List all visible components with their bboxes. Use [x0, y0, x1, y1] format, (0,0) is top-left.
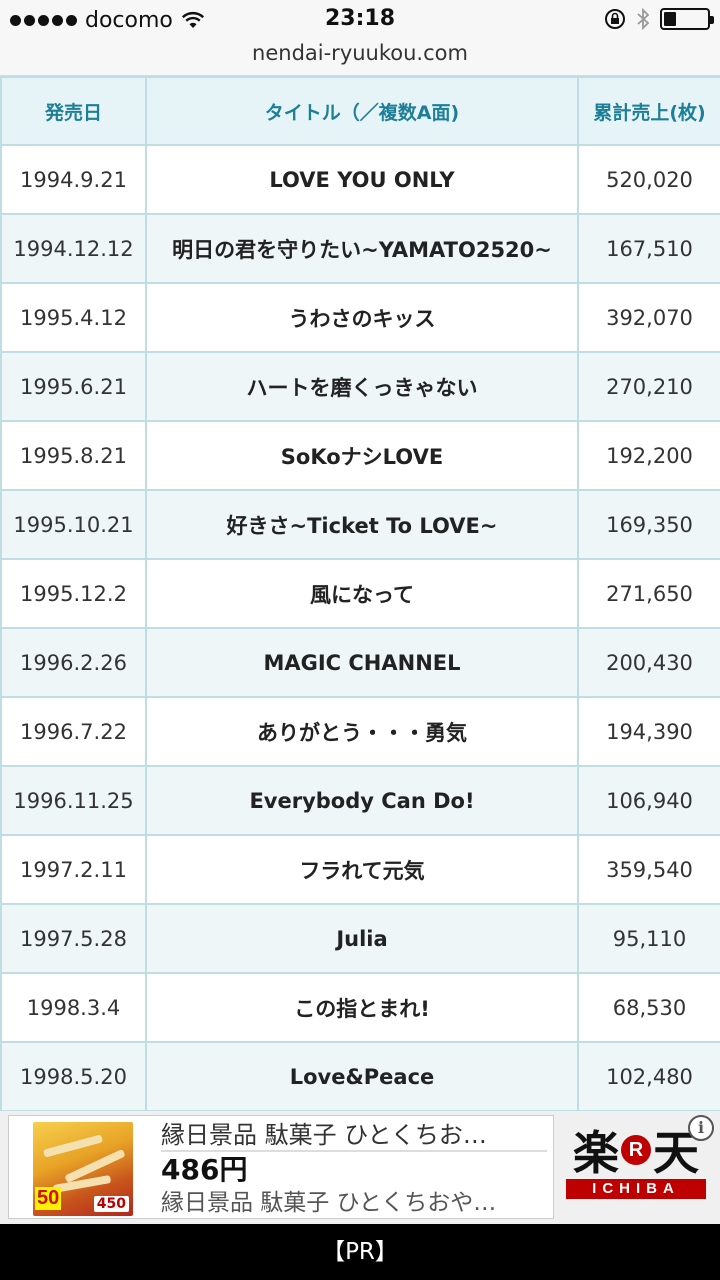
ad-price[interactable]: 486円 — [161, 1153, 248, 1186]
battery-icon — [660, 8, 714, 30]
bluetooth-icon — [637, 8, 650, 30]
cell-title: ハートを磨くっきゃない — [145, 351, 579, 422]
rakuten-logo[interactable]: 楽 R 天 ICHIBA — [566, 1121, 706, 1215]
cell-sales: 68,530 — [577, 972, 720, 1043]
rakuten-logo-char-1: 楽 — [573, 1126, 619, 1180]
cell-title: 明日の君を守りたい~YAMATO2520~ — [145, 213, 579, 284]
cell-sales: 102,480 — [577, 1041, 720, 1111]
table-row: 1995.12.2 風になって 271,650 — [0, 558, 720, 629]
carrier-name: docomo — [85, 7, 173, 33]
cell-sales: 192,200 — [577, 420, 720, 491]
snack-stick — [52, 1175, 112, 1193]
table-row: 1995.8.21 SoKoナシLOVE 192,200 — [0, 420, 720, 491]
cell-title: LOVE YOU ONLY — [145, 144, 579, 215]
ad-banner[interactable]: 50 450 縁日景品 駄菓子 ひとくちお… 486円 縁日景品 駄菓子 ひとく… — [0, 1111, 720, 1224]
header-release-date: 発売日 — [0, 76, 147, 146]
clock: 23:18 — [324, 6, 396, 31]
cell-sales: 194,390 — [577, 696, 720, 767]
table-body: 1994.9.21 LOVE YOU ONLY 520,020 1994.12.12 明… — [0, 144, 720, 1111]
cell-title: Julia — [145, 903, 579, 974]
ad-text[interactable]: 縁日景品 駄菓子 ひとくちお… 486円 縁日景品 駄菓子 ひとくちおや… — [161, 1118, 547, 1218]
cell-title: うわさのキッス — [145, 282, 579, 353]
header-title: タイトル（／複数A面) — [145, 76, 579, 146]
ad-image-price: 450 — [93, 1196, 129, 1212]
table-row: 1994.9.21 LOVE YOU ONLY 520,020 — [0, 144, 720, 215]
table-row: 1995.6.21 ハートを磨くっきゃない 270,210 — [0, 351, 720, 422]
cell-release-date: 1994.12.12 — [0, 213, 147, 284]
table-row: 1996.2.26 MAGIC CHANNEL 200,430 — [0, 627, 720, 698]
rakuten-logo-mark: 楽 R 天 — [566, 1121, 706, 1180]
ad-image-count-badge: 50 — [35, 1187, 62, 1210]
cell-title: 好きさ~Ticket To LOVE~ — [145, 489, 579, 560]
cell-sales: 270,210 — [577, 351, 720, 422]
cell-sales: 520,020 — [577, 144, 720, 215]
cell-title: Love&Peace — [145, 1041, 579, 1111]
cell-title: SoKoナシLOVE — [145, 420, 579, 491]
cell-sales: 200,430 — [577, 627, 720, 698]
table-row: 1994.12.12 明日の君を守りたい~YAMATO2520~ 167,510 — [0, 213, 720, 284]
cell-release-date: 1998.3.4 — [0, 972, 147, 1043]
sales-table: 発売日 タイトル（／複数A面) 累計売上(枚) 1994.9.21 LOVE YO… — [0, 76, 720, 1111]
table-row: 1998.3.4 この指とまれ! 68,530 — [0, 972, 720, 1043]
cell-title: MAGIC CHANNEL — [145, 627, 579, 698]
table-row: 1995.10.21 好きさ~Ticket To LOVE~ 169,350 — [0, 489, 720, 560]
cell-sales: 95,110 — [577, 903, 720, 974]
ad-info-icon[interactable]: i — [688, 1115, 714, 1141]
cell-release-date: 1996.2.26 — [0, 627, 147, 698]
cell-release-date: 1994.9.21 — [0, 144, 147, 215]
cell-release-date: 1997.5.28 — [0, 903, 147, 974]
cell-sales: 271,650 — [577, 558, 720, 629]
cell-sales: 359,540 — [577, 834, 720, 905]
cell-release-date: 1996.11.25 — [0, 765, 147, 836]
battery-level — [664, 12, 676, 26]
url-bar[interactable]: nendai-ryuukou.com — [0, 40, 720, 76]
cell-title: この指とまれ! — [145, 972, 579, 1043]
status-right — [604, 8, 714, 30]
ad-description[interactable]: 縁日景品 駄菓子 ひとくちおや… — [161, 1190, 497, 1216]
rotation-lock-icon — [605, 9, 625, 29]
cell-release-date: 1995.12.2 — [0, 558, 147, 629]
cell-title: ありがとう・・・勇気 — [145, 696, 579, 767]
table-row: 1997.2.11 フラれて元気 359,540 — [0, 834, 720, 905]
cell-sales: 392,070 — [577, 282, 720, 353]
cell-title: Everybody Can Do! — [145, 765, 579, 836]
ad-product-card[interactable]: 50 450 縁日景品 駄菓子 ひとくちお… 486円 縁日景品 駄菓子 ひとく… — [8, 1115, 554, 1219]
status-bar: docomo 23:18 — [0, 0, 720, 40]
signal-strength-icon — [10, 14, 77, 26]
table-row: 1997.5.28 Julia 95,110 — [0, 903, 720, 974]
status-left: docomo — [10, 6, 205, 34]
ad-product-image[interactable]: 50 450 — [33, 1122, 133, 1216]
pr-bar[interactable]: 【PR】 — [0, 1224, 720, 1280]
cell-release-date: 1995.6.21 — [0, 351, 147, 422]
cell-sales: 106,940 — [577, 765, 720, 836]
cell-release-date: 1997.2.11 — [0, 834, 147, 905]
table-row: 1995.4.12 うわさのキッス 392,070 — [0, 282, 720, 353]
table-row: 1996.11.25 Everybody Can Do! 106,940 — [0, 765, 720, 836]
cell-title: フラれて元気 — [145, 834, 579, 905]
snack-stick — [42, 1134, 104, 1158]
table-row: 1998.5.20 Love&Peace 102,480 — [0, 1041, 720, 1111]
wifi-icon — [181, 11, 204, 28]
rakuten-ichiba-label: ICHIBA — [566, 1179, 706, 1199]
cell-title: 風になって — [145, 558, 579, 629]
cell-release-date: 1995.8.21 — [0, 420, 147, 491]
cell-release-date: 1998.5.20 — [0, 1041, 147, 1111]
cell-sales: 169,350 — [577, 489, 720, 560]
cell-release-date: 1995.10.21 — [0, 489, 147, 560]
sales-table-container: 発売日 タイトル（／複数A面) 累計売上(枚) 1994.9.21 LOVE YO… — [0, 76, 720, 1111]
cell-release-date: 1995.4.12 — [0, 282, 147, 353]
header-cumulative-sales: 累計売上(枚) — [577, 76, 720, 146]
cell-release-date: 1996.7.22 — [0, 696, 147, 767]
cell-sales: 167,510 — [577, 213, 720, 284]
ad-title[interactable]: 縁日景品 駄菓子 ひとくちお… — [161, 1118, 547, 1152]
table-header-row: 発売日 タイトル（／複数A面) 累計売上(枚) — [0, 76, 720, 146]
table-row: 1996.7.22 ありがとう・・・勇気 194,390 — [0, 696, 720, 767]
rakuten-r-icon: R — [621, 1135, 651, 1165]
